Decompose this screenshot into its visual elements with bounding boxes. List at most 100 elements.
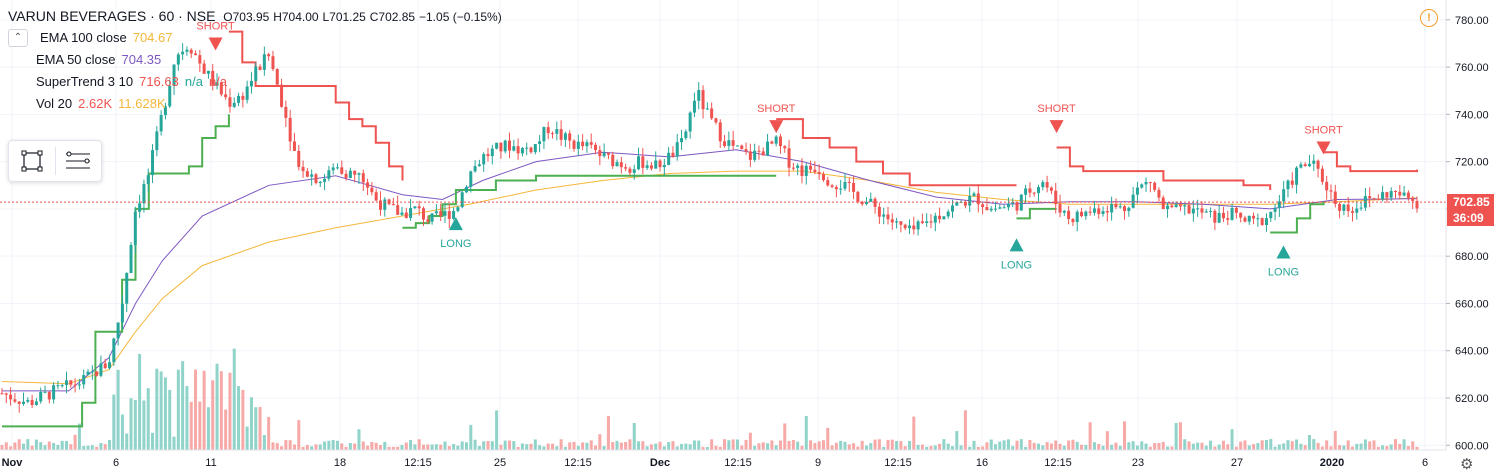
- volume-bar: [1243, 440, 1247, 450]
- volume-bar: [1307, 434, 1311, 450]
- candle-body: [116, 322, 120, 339]
- candle-body: [1054, 190, 1058, 205]
- volume-bar: [658, 441, 662, 450]
- candle-body: [370, 187, 374, 193]
- x-tick-label: 27: [1231, 457, 1243, 469]
- chevron-up-icon[interactable]: ⌃: [8, 29, 28, 47]
- volume-bar: [1019, 439, 1023, 450]
- candle-body: [361, 173, 365, 183]
- time-axis[interactable]: Nov 6 11 18 12:15 25 12:15 Dec 12:15 9 12:15 16 12:1…: [0, 449, 1446, 469]
- candle-body: [1140, 184, 1144, 188]
- candle-body: [951, 205, 955, 212]
- candle-body: [421, 208, 425, 220]
- candle-body: [615, 162, 619, 167]
- close-label: C: [369, 10, 379, 24]
- volume-bar: [1140, 441, 1144, 450]
- volume-bar: [1256, 443, 1260, 450]
- candle-body: [847, 182, 851, 184]
- volume-bar: [985, 442, 989, 450]
- volume-bar: [241, 389, 245, 450]
- candle-body: [284, 106, 288, 118]
- candle-body: [753, 150, 757, 160]
- indicator-value: 704.35: [121, 52, 162, 67]
- volume-bar: [598, 434, 602, 450]
- volume-bar: [0, 445, 4, 450]
- volume-bar: [396, 446, 400, 450]
- volume-bar: [417, 439, 421, 450]
- candle-body: [533, 144, 537, 153]
- candle-body: [843, 182, 847, 189]
- indicator-row-volume[interactable]: Vol 20 2.62K 11.628K: [8, 93, 502, 115]
- volume-bar: [1110, 444, 1114, 450]
- candle-body: [335, 167, 339, 169]
- volume-bar: [1359, 443, 1363, 450]
- volume-bar: [1024, 446, 1028, 450]
- rectangle-tool-icon[interactable]: [9, 141, 55, 181]
- long-signal-label: LONG: [1001, 259, 1032, 271]
- candle-body: [989, 208, 993, 211]
- volume-bar: [778, 440, 782, 450]
- volume-bar: [1376, 446, 1380, 450]
- candle-body: [1127, 207, 1131, 212]
- volume-bar: [559, 439, 563, 450]
- long-signal-arrow: [448, 217, 463, 231]
- indicator-row-supertrend[interactable]: SuperTrend 3 10 716.63 n/a n/a: [8, 71, 502, 93]
- volume-bar: [1411, 441, 1415, 450]
- volume-bar: [1226, 444, 1230, 450]
- volume-bar: [662, 446, 666, 450]
- candle-body: [834, 186, 838, 190]
- volume-bar: [692, 440, 696, 450]
- candle-body: [1389, 190, 1393, 198]
- candle-body: [748, 151, 752, 160]
- candle-body: [1260, 218, 1264, 226]
- volume-bar: [907, 441, 911, 450]
- candle-body: [348, 170, 352, 179]
- candle-body: [323, 178, 327, 182]
- volume-bar: [34, 439, 38, 450]
- candle-body: [103, 363, 107, 369]
- alert-icon[interactable]: !: [1420, 9, 1438, 27]
- candle-body: [740, 145, 744, 150]
- volume-bar: [1148, 446, 1152, 450]
- candle-body: [1058, 204, 1062, 213]
- volume-bar: [82, 445, 86, 450]
- candle-body: [710, 108, 714, 119]
- volume-bar: [404, 442, 408, 450]
- candle-body: [1243, 217, 1247, 222]
- candle-body: [73, 384, 77, 386]
- volume-bar: [374, 442, 378, 450]
- volume-bar: [955, 431, 959, 450]
- candle-body: [1161, 197, 1165, 210]
- candle-body: [1282, 189, 1286, 202]
- volume-bar: [215, 363, 219, 450]
- volume-bar: [198, 401, 202, 450]
- volume-bar: [735, 439, 739, 450]
- indicator-value: 704.67: [132, 30, 173, 45]
- x-tick-label: 16: [976, 457, 988, 469]
- candle-body: [1303, 164, 1307, 167]
- volume-bar: [447, 446, 451, 450]
- candle-body: [791, 167, 795, 169]
- indicator-row-ema100[interactable]: ⌃ EMA 100 close 704.67: [8, 27, 502, 49]
- price-axis[interactable]: 780.00760.00740.00720.00700.00680.00660.…: [1445, 0, 1489, 452]
- volume-bar: [495, 410, 499, 450]
- volume-bar: [1101, 445, 1105, 450]
- symbol-name[interactable]: VARUN BEVERAGES · 60 · NSE: [8, 8, 216, 24]
- volume-bar: [159, 371, 163, 450]
- volume-bar: [43, 445, 47, 450]
- volume-bar: [649, 444, 653, 450]
- volume-bar: [344, 446, 348, 450]
- horizontal-lines-icon[interactable]: [55, 141, 101, 181]
- x-tick-label: 6: [113, 457, 119, 469]
- volume-bar: [125, 433, 129, 450]
- chart-legend: VARUN BEVERAGES · 60 · NSE O703.95 H704.…: [8, 6, 502, 115]
- volume-bar: [740, 445, 744, 450]
- candle-body: [589, 142, 593, 145]
- short-signal-label: SHORT: [1304, 124, 1343, 136]
- volume-bar: [176, 369, 180, 450]
- candle-body: [938, 215, 942, 220]
- gear-icon[interactable]: ⚙: [1460, 456, 1474, 473]
- indicator-row-ema50[interactable]: EMA 50 close 704.35: [8, 49, 502, 71]
- candle-body: [508, 140, 512, 151]
